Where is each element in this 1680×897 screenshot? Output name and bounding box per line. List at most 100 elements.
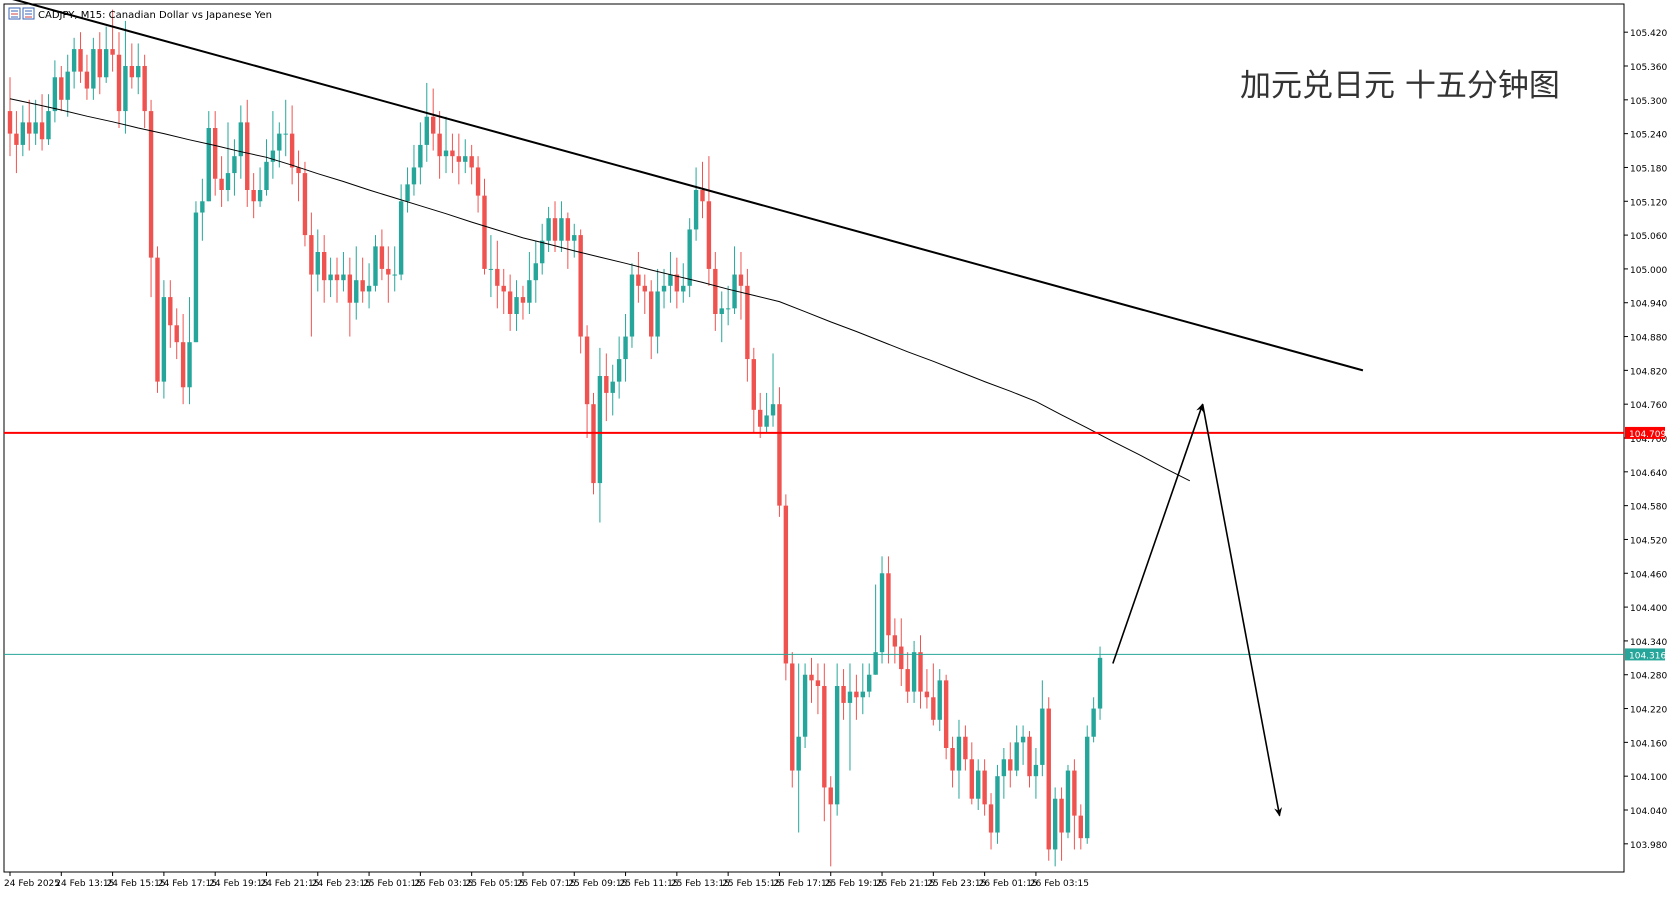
candle xyxy=(283,99,288,157)
x-tick-label: 25 Feb 13:15 xyxy=(671,879,730,889)
candle-body xyxy=(193,212,199,343)
candle-body xyxy=(309,235,314,275)
candle-body xyxy=(988,804,994,833)
candle-body xyxy=(488,268,494,270)
candle xyxy=(443,116,449,174)
candle-body xyxy=(969,759,974,799)
candle xyxy=(270,111,276,179)
candle-body xyxy=(1033,764,1039,777)
candle-body xyxy=(649,291,654,337)
candle-body xyxy=(501,285,506,292)
candle-body xyxy=(155,257,160,382)
candle xyxy=(790,652,795,788)
candle xyxy=(783,494,789,681)
projection-arrow[interactable] xyxy=(1112,403,1204,664)
candle-body xyxy=(899,646,904,670)
candle xyxy=(328,257,333,298)
downtrend-line[interactable] xyxy=(10,0,1364,372)
candle xyxy=(1027,731,1032,788)
candle xyxy=(591,392,596,495)
y-tick-label: 105.120 xyxy=(1630,198,1667,208)
projection-arrow[interactable] xyxy=(1201,404,1283,817)
candle xyxy=(33,99,38,145)
price-axis[interactable]: 105.420 105.360 105.300 105.240 105.180 105.1… xyxy=(1624,29,1667,851)
candle xyxy=(161,280,167,399)
candle xyxy=(424,82,429,162)
candle-body xyxy=(1052,798,1058,850)
candle xyxy=(931,663,936,726)
y-tick-label: 105.180 xyxy=(1630,164,1667,174)
candle xyxy=(905,652,910,703)
candle xyxy=(988,793,994,850)
candle xyxy=(879,556,885,664)
candle xyxy=(597,347,603,523)
y-tick-label: 104.580 xyxy=(1630,503,1667,513)
y-tick-label: 104.160 xyxy=(1630,739,1667,749)
candle xyxy=(1046,697,1051,861)
candle-body xyxy=(1059,798,1064,833)
candle-body xyxy=(834,686,840,805)
candle-body xyxy=(822,686,827,788)
y-tick-label: 104.400 xyxy=(1630,604,1667,614)
candle-body xyxy=(1027,736,1032,777)
candle-body xyxy=(976,770,981,799)
candle-body xyxy=(354,280,359,303)
candle xyxy=(578,229,583,354)
candle xyxy=(892,618,898,664)
candle xyxy=(1001,748,1007,799)
x-tick-label: 25 Feb 15:15 xyxy=(722,879,781,889)
candle-body xyxy=(713,268,718,314)
candle xyxy=(725,285,731,326)
candle xyxy=(963,725,968,771)
candle-body xyxy=(681,285,686,292)
candle-body xyxy=(745,285,750,360)
candle-body xyxy=(982,770,987,805)
candle xyxy=(302,161,308,247)
candle-body xyxy=(33,122,38,134)
candle-body xyxy=(1040,708,1045,765)
candle xyxy=(738,252,744,320)
candle xyxy=(841,669,846,720)
candle xyxy=(97,32,102,95)
candle xyxy=(918,635,923,709)
candle xyxy=(834,663,840,816)
candle-body xyxy=(1008,759,1013,771)
candle-body xyxy=(469,156,474,168)
candle-body xyxy=(456,156,462,162)
candle xyxy=(155,246,160,393)
candle xyxy=(1059,787,1064,861)
candle xyxy=(65,54,70,117)
candle xyxy=(860,663,865,715)
candle xyxy=(584,325,590,438)
candle-body xyxy=(206,128,211,202)
candle xyxy=(430,88,436,151)
candle xyxy=(873,584,878,675)
candle-body xyxy=(97,49,102,78)
candle xyxy=(495,240,500,309)
candle-body xyxy=(661,285,667,292)
candle-body xyxy=(315,252,320,275)
candle-body xyxy=(437,133,442,157)
candle-body xyxy=(116,54,122,112)
candle-body xyxy=(1014,742,1019,771)
candle xyxy=(533,240,538,303)
candle xyxy=(142,54,147,128)
candle xyxy=(360,257,365,303)
candle-body xyxy=(283,133,288,135)
candle-body xyxy=(1001,759,1007,777)
candle xyxy=(911,640,917,703)
candle-body xyxy=(430,116,436,134)
chart-icon[interactable] xyxy=(8,7,35,20)
candle xyxy=(687,218,692,298)
candle xyxy=(39,94,45,151)
candle xyxy=(854,674,859,720)
candle-body xyxy=(20,122,26,145)
candle-body xyxy=(148,111,154,258)
candle-body xyxy=(995,776,1000,833)
candle-body xyxy=(931,697,936,720)
candle-body xyxy=(616,359,622,382)
candle xyxy=(802,663,808,748)
